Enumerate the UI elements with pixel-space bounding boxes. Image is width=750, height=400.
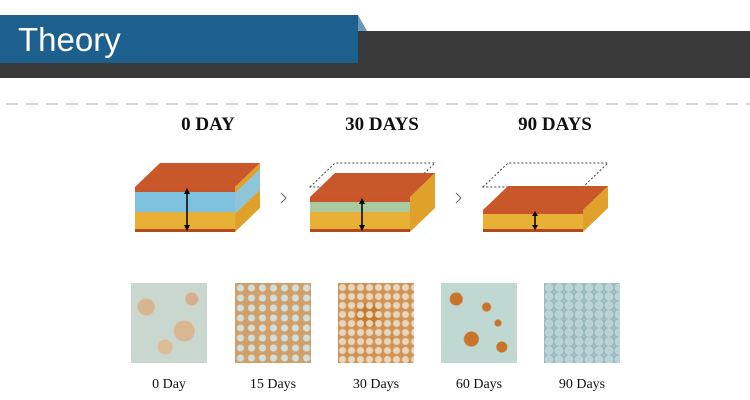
sample-label: 15 Days	[249, 377, 297, 392]
title-band	[0, 15, 358, 63]
block-30-days	[308, 162, 437, 232]
stage-label: 90 DAYS	[518, 114, 592, 135]
block-0-day	[135, 163, 260, 232]
arrow	[280, 192, 287, 204]
micrograph	[338, 283, 414, 363]
sample-label: 60 Days	[455, 377, 503, 392]
stage-label: 0 DAY	[181, 114, 235, 135]
micrograph	[235, 283, 311, 363]
sample-label: 30 Days	[352, 377, 400, 392]
block-90-days	[481, 162, 610, 232]
micrograph	[441, 283, 517, 363]
micrograph	[131, 283, 207, 363]
arrow	[455, 192, 462, 204]
page-title: Theory	[18, 21, 121, 58]
stage-label: 30 DAYS	[345, 114, 419, 135]
title-fold	[358, 15, 367, 31]
sample-label: 0 Day	[152, 377, 186, 392]
micrograph	[544, 283, 620, 363]
sample-label: 90 Days	[558, 377, 606, 392]
